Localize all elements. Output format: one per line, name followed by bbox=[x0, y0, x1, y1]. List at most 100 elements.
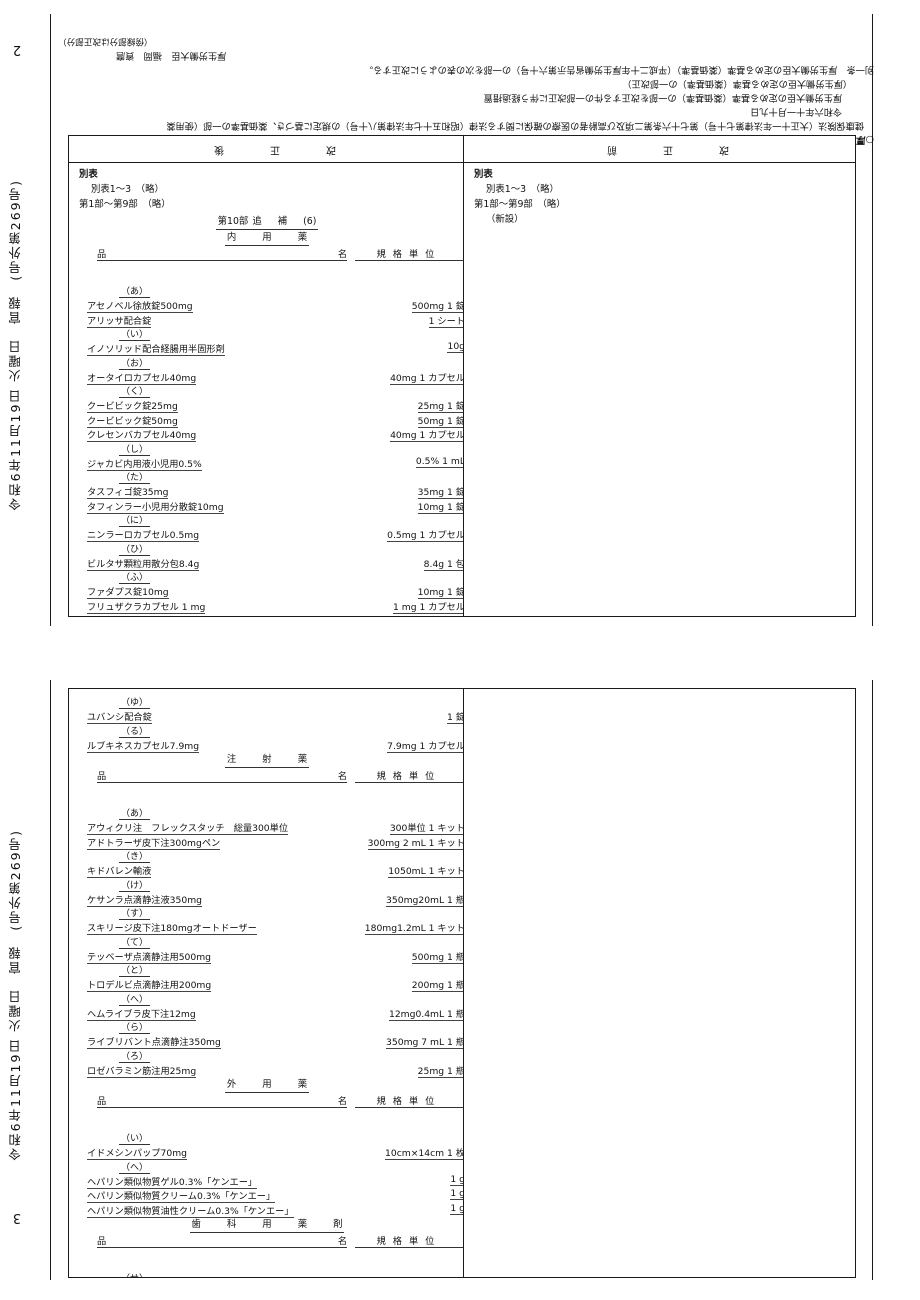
kana-group-label: （ら） bbox=[119, 1020, 151, 1034]
kana-group-marker: （ふ） bbox=[79, 570, 455, 584]
drug-spec-unit: 7.9mg 1 カプセル bbox=[387, 740, 463, 753]
preamble-line-1: 健康保険法（大正十一年法律第七十号）第七十六条第二項及び高齢者の医療の確保に関す… bbox=[166, 120, 864, 131]
lead-shinsetsu: （新設） bbox=[486, 214, 524, 225]
column-header-row: 品名規格単位薬価 bbox=[79, 768, 463, 783]
running-head-text: 令和6年11月19日 火曜日 官報 (号外第269号) bbox=[7, 179, 23, 511]
drug-name: ニンラーロカプセル0.5mg bbox=[87, 527, 200, 542]
pane-after-top: 別表 別表1～3 （略） 第1部～第9部 （略） 第10部追補 (6) 内用薬 品… bbox=[69, 162, 463, 616]
drug-spec-unit: 1 シート bbox=[428, 315, 463, 328]
pane-before-top: 別表 別表1～3 （略） 第1部～第9部 （略） （新設） bbox=[464, 162, 855, 616]
yen-row: 円 bbox=[79, 783, 455, 798]
drug-name: アウィクリ注 フレックスタッチ 総量300単位 bbox=[87, 820, 289, 835]
pane-before-bottom bbox=[464, 689, 855, 1277]
drug-spec-unit: 8.4g 1 包 bbox=[423, 558, 463, 571]
banner-tsuiho-2: 補 bbox=[275, 214, 302, 230]
kana-group-marker: （る） bbox=[79, 724, 455, 738]
section-banner-external-part-0: 外 bbox=[224, 1077, 261, 1093]
kana-group-label: （と） bbox=[119, 963, 151, 977]
section-banner-external: 外用薬 bbox=[79, 1077, 455, 1093]
column-header-name-left: 品 bbox=[97, 249, 107, 260]
drug-name: ファダプス錠10mg bbox=[87, 584, 169, 599]
drug-spec-unit: 10cm×14cm 1 枚 bbox=[385, 1148, 463, 1160]
lead-betsuhyo-range: 別表1～3 （略） bbox=[91, 184, 164, 195]
lead-bu-range: 第1部～第9部 （略） bbox=[79, 199, 171, 210]
column-header-name: 品名 bbox=[97, 1233, 347, 1248]
yen-row-internal: 円 bbox=[79, 261, 455, 276]
drug-row: イノソリッド配合経腸用半固形剤10g14.40 bbox=[79, 341, 463, 356]
kana-group-marker: （と） bbox=[79, 963, 455, 977]
drug-spec-unit: 35mg 1 錠 bbox=[417, 487, 463, 499]
drug-name: タスフィゴ錠35mg bbox=[87, 484, 169, 499]
banner-tsuiho-1: 追 bbox=[250, 214, 276, 230]
preamble-note: （傍線部分は改正部分） bbox=[58, 36, 153, 46]
kana-group-marker: （へ） bbox=[79, 992, 455, 1006]
kana-group-marker: （く） bbox=[79, 384, 455, 398]
kana-group-label: （せ） bbox=[119, 1271, 150, 1277]
column-header-name-left: 品 bbox=[97, 771, 107, 782]
preamble-line-4: （厚生労働大臣の定める基準（薬価基準）の一部改正） bbox=[622, 78, 852, 89]
kana-group-label: （あ） bbox=[119, 284, 151, 298]
drug-spec-unit: 1 g bbox=[450, 1173, 463, 1186]
running-head-top: 令和6年11月19日 火曜日 官報 (号外第269号) bbox=[0, 110, 32, 580]
banner-internal-3: 薬 bbox=[295, 230, 310, 246]
column-header-name-right: 名 bbox=[337, 771, 347, 782]
kana-group-label: （お） bbox=[119, 356, 151, 370]
kana-group-marker: （き） bbox=[79, 849, 455, 863]
drug-name: イドメシンパップ70mg bbox=[87, 1145, 187, 1160]
table-header-after: 改 正 後 bbox=[196, 144, 336, 155]
drug-spec-unit: 25mg 1 瓶 bbox=[417, 1065, 463, 1078]
kana-group-marker: （に） bbox=[79, 513, 455, 527]
kana-group-label: （い） bbox=[119, 1131, 151, 1145]
drug-spec-unit: 10g bbox=[447, 341, 463, 353]
section-banner-injection-part-2: 薬 bbox=[295, 752, 310, 768]
drug-spec-unit: 10mg 1 錠 bbox=[417, 501, 463, 514]
sheet-bottom-right-rule bbox=[872, 680, 873, 1280]
column-header-name-right: 名 bbox=[337, 1236, 347, 1247]
kana-group-marker: （ゆ） bbox=[79, 695, 455, 709]
drug-spec-unit: 25mg 1 錠 bbox=[417, 401, 463, 413]
section-banner-internal: 内用薬 bbox=[79, 230, 455, 246]
sheet-top-left-rule bbox=[50, 14, 51, 626]
section-banner-injection: 注射薬 bbox=[79, 752, 455, 768]
preamble-signature: 厚生労働大臣 福岡 資麿 bbox=[116, 50, 227, 61]
drug-name: ライブリバント点滴静注350mg bbox=[87, 1034, 221, 1049]
gazette-sheet-bottom: 3 令和6年11月19日 火曜日 官報 (号外第269号) （ゆ） ユバンシ配合錠… bbox=[0, 660, 920, 1300]
drug-name: スキリージ皮下注180mgオートドーザー bbox=[87, 920, 257, 935]
drug-name: イノソリッド配合経腸用半固形剤 bbox=[87, 341, 225, 356]
column-header-spec: 規格単位 bbox=[355, 246, 463, 261]
section-banner-external-part-1: 用 bbox=[260, 1077, 296, 1093]
column-header-spec: 規格単位 bbox=[355, 768, 463, 783]
drug-name: ジャカビ内用液小児用0.5% bbox=[87, 456, 202, 471]
drug-spec-unit: 1050mL 1 キット bbox=[388, 866, 463, 878]
section-banner-dental-part-3: 薬 bbox=[295, 1217, 332, 1233]
column-header-row-internal: 品名 規格単位 薬価 bbox=[79, 246, 463, 261]
lead-betsuhyo-before: 別表 bbox=[474, 169, 493, 180]
drug-spec-unit: 12mg0.4mL 1 瓶 bbox=[388, 1008, 463, 1021]
section-banner-dental-part-0: 歯 bbox=[189, 1217, 225, 1233]
kana-group-marker: （た） bbox=[79, 470, 455, 484]
drug-name: タフィンラー小児用分散錠10mg bbox=[87, 499, 224, 514]
kana-group-label: （ひ） bbox=[119, 542, 151, 556]
column-header-row: 品名規格単位薬価 bbox=[79, 1233, 463, 1248]
section-banner-dental: 歯科用薬剤 bbox=[79, 1217, 455, 1233]
drug-name: アセノベル徐放錠500mg bbox=[87, 298, 193, 313]
sheet-bottom-left-rule bbox=[50, 680, 51, 1280]
column-header-name: 品名 bbox=[97, 246, 347, 261]
kana-group-label: （ふ） bbox=[119, 570, 151, 584]
kana-group-marker: （て） bbox=[79, 935, 455, 949]
